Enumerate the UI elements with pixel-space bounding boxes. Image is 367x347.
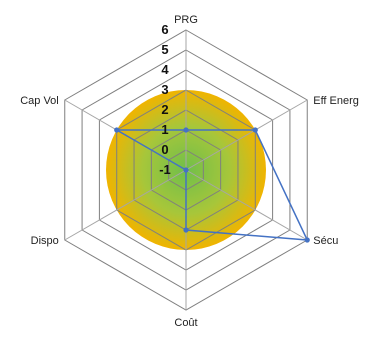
axis-label: PRG <box>174 14 198 26</box>
axis-spoke <box>185 99 308 171</box>
series-point <box>183 227 189 233</box>
series-point <box>252 127 258 133</box>
tick-label: 4 <box>161 62 169 77</box>
series-point <box>183 167 189 173</box>
series-point <box>183 127 189 133</box>
tick-label: 1 <box>161 122 168 137</box>
axis-label: Coût <box>174 317 197 329</box>
tick-label: 0 <box>161 142 168 157</box>
axis-label: Cap Vol <box>20 95 59 107</box>
tick-label: -1 <box>159 162 171 177</box>
tick-label: 3 <box>161 82 168 97</box>
axis-spoke <box>64 169 187 241</box>
axis-spoke <box>185 169 308 241</box>
tick-label: 2 <box>161 102 168 117</box>
axis-label: Eff Energ <box>313 95 359 107</box>
tick-label: 5 <box>161 42 168 57</box>
series-point <box>304 237 310 243</box>
axis-label: Dispo <box>31 235 59 247</box>
series-point <box>114 127 120 133</box>
tick-label: 6 <box>161 22 168 37</box>
axis-label: Sécu <box>313 235 338 247</box>
